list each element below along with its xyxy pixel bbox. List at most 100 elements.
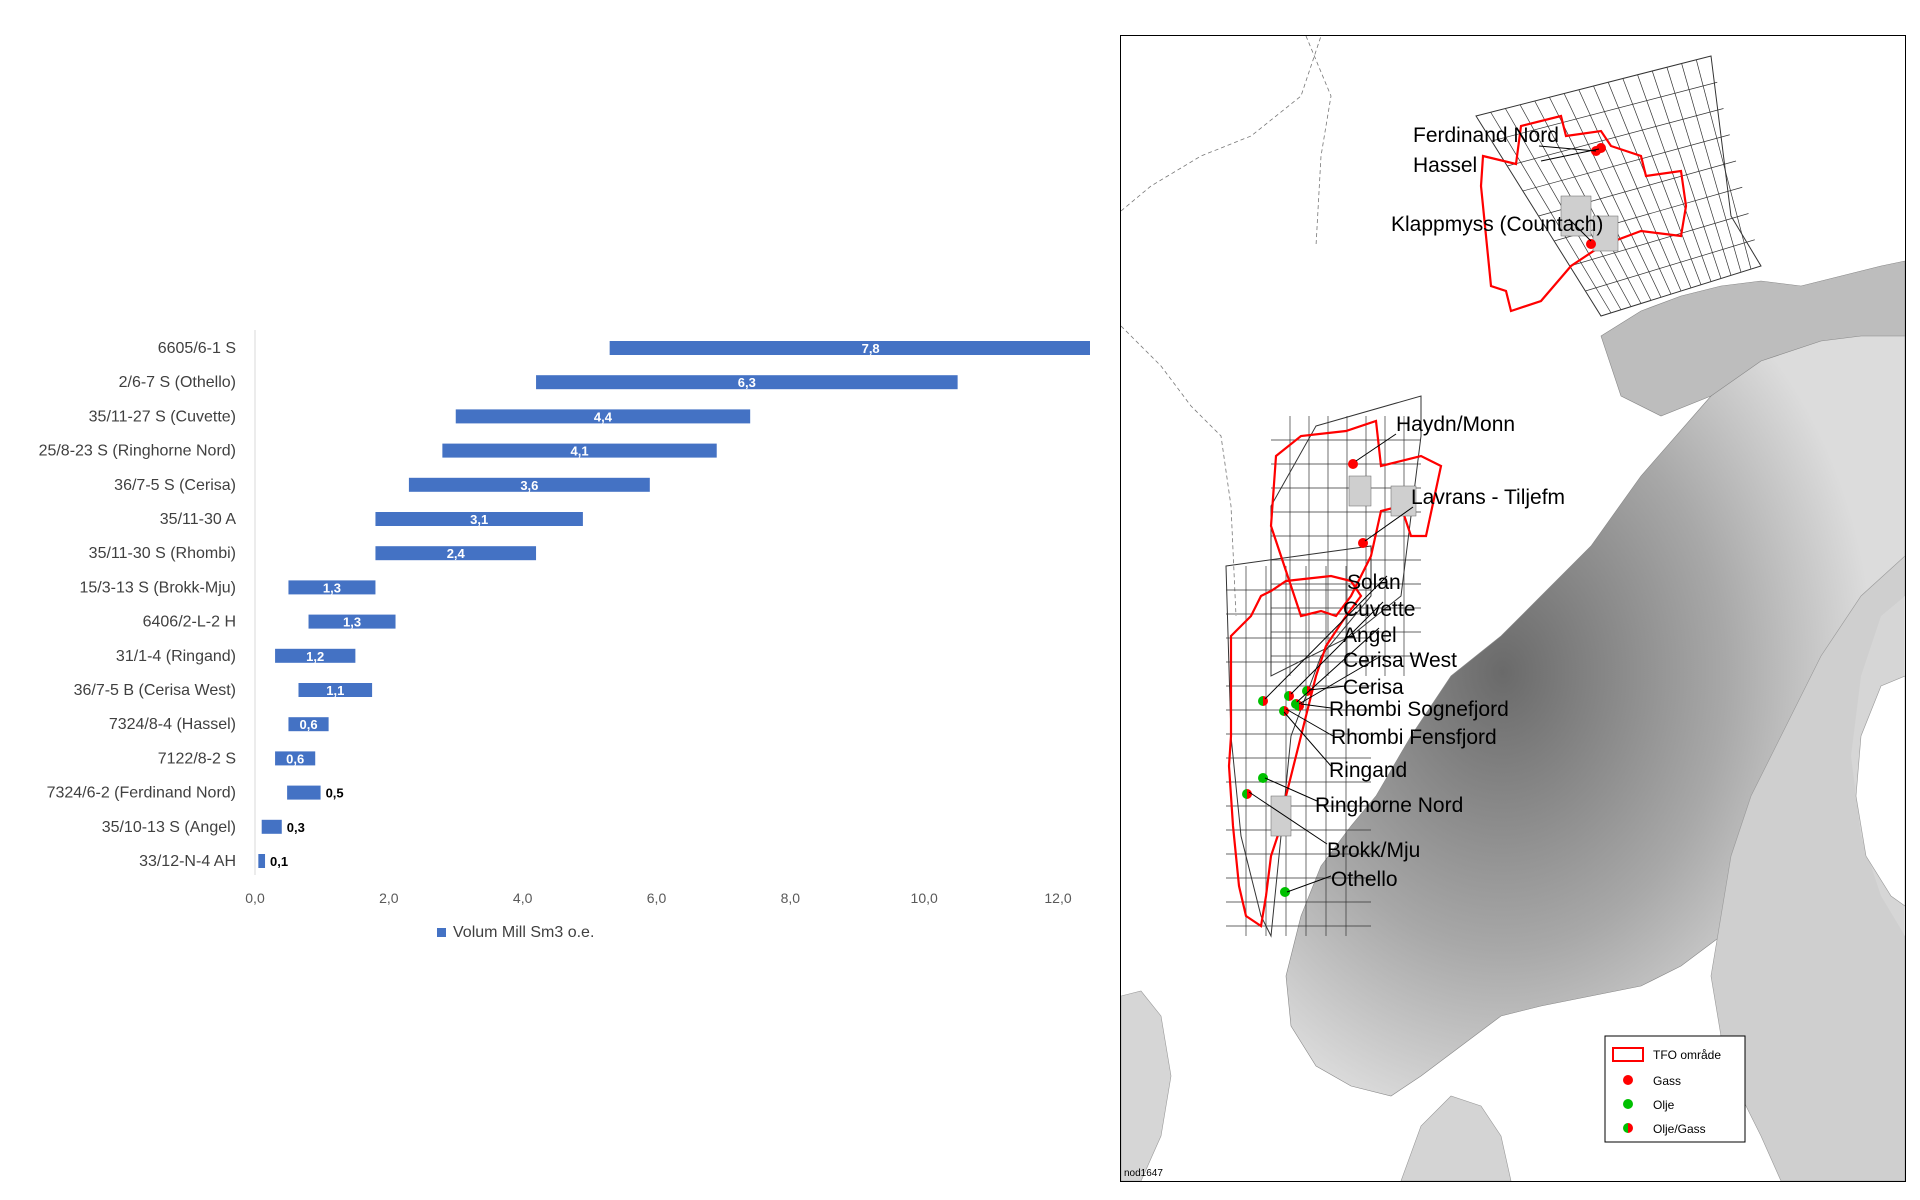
grid-line [1507, 108, 1724, 167]
data-label: 1,3 [323, 580, 341, 595]
data-label: 0,6 [299, 717, 317, 732]
label-ringand: Ringand [1329, 759, 1407, 782]
label-rhombi-fensfjord: Rhombi Fensfjord [1331, 726, 1497, 749]
category-label: 7122/8-2 S [158, 750, 236, 767]
leader-arrow [1264, 575, 1388, 700]
barents-grid-lines [1490, 59, 1755, 314]
data-label: 7,8 [862, 341, 880, 356]
well-marker-oil-half [1294, 701, 1299, 711]
label-lavrans: Lavrans - Tiljefm [1411, 486, 1565, 509]
well-marker-gas-half [1263, 696, 1268, 706]
label-arrows [1248, 145, 1600, 893]
bar [375, 512, 583, 526]
x-axis-ticks: 0,0 2,0 4,0 6,0 8,0 10,0 12,0 [245, 890, 1072, 906]
baltic-sea [1855, 675, 1905, 907]
bar [442, 443, 717, 458]
category-label: 15/3-13 S (Brokk-Mju) [80, 579, 237, 596]
bar [609, 341, 1090, 355]
label-cuvette: Cuvette [1343, 598, 1415, 621]
well-marker-gas-half [1289, 691, 1294, 701]
category-label: 25/8-23 S (Ringhorne Nord) [39, 443, 236, 460]
leader-arrow [1283, 711, 1332, 767]
tfo-barents [1479, 114, 1688, 313]
category-label: 36/7-5 B (Cerisa West) [74, 682, 236, 699]
volume-chart: 7,8 6,3 4,4 4,1 3,6 3,1 2,4 1,3 1,3 1,2 1,1 0,6 0,6 0… [39, 330, 1090, 941]
leader-arrow [1300, 703, 1332, 709]
label-angel: Angel [1343, 624, 1397, 647]
x-tick-label: 0,0 [245, 890, 265, 906]
category-labels: 6605/6-1 S 2/6-7 S (Othello) 35/11-27 S (C… [39, 340, 237, 870]
well-marker-oil-half [1284, 691, 1289, 701]
x-tick-label: 2,0 [379, 890, 399, 906]
x-tick-label: 8,0 [781, 890, 801, 906]
x-tick-label: 12,0 [1044, 890, 1071, 906]
well-marker [1258, 773, 1268, 783]
legend-gass-dot [1623, 1075, 1633, 1085]
grid-line [1585, 239, 1755, 292]
bar [261, 819, 282, 834]
category-label: 7324/8-4 (Hassel) [109, 716, 236, 733]
bar [258, 854, 266, 868]
grid-line [1491, 81, 1718, 142]
bar [287, 785, 321, 800]
data-label: 3,6 [520, 478, 538, 493]
label-cerisa: Cerisa [1343, 676, 1404, 699]
barents-grid [1475, 55, 1762, 317]
label-haydn-monn: Haydn/Monn [1396, 413, 1515, 436]
category-label: 6406/2-L-2 H [143, 614, 236, 631]
data-label: 4,4 [594, 409, 613, 424]
grid-line [1569, 213, 1749, 267]
leader-arrow [1538, 145, 1597, 152]
category-label: 35/11-30 A [160, 511, 237, 528]
x-tick-label: 6,0 [647, 890, 667, 906]
data-label: 0,3 [287, 820, 305, 835]
well-marker-oil-half [1242, 789, 1247, 799]
legend-swatch [437, 928, 446, 937]
data-label: 1,3 [343, 615, 361, 630]
tfo-north-sea [1227, 574, 1363, 928]
leader-arrow [1355, 433, 1397, 462]
bar [288, 717, 329, 732]
tfo-map: Ferdinand Nord Hassel Klappmyss (Countac… [1120, 35, 1906, 1182]
label-klappmyss: Klappmyss (Countach) [1391, 213, 1603, 236]
category-label: 31/1-4 (Ringand) [116, 648, 236, 665]
well-marker-oil-half [1258, 696, 1263, 706]
x-tick-label: 10,0 [911, 890, 938, 906]
uk-land [1121, 990, 1172, 1181]
category-label: 35/11-30 S (Rhombi) [89, 545, 236, 562]
category-label: 36/7-5 S (Cerisa) [114, 477, 236, 494]
bar [536, 375, 958, 390]
leader-arrow [1540, 148, 1600, 162]
bars-layer: 7,8 6,3 4,4 4,1 3,6 3,1 2,4 1,3 1,3 1,2 1,1 0,6 0,6 0… [254, 330, 1090, 875]
bar-chart-svg: 7,8 6,3 4,4 4,1 3,6 3,1 2,4 1,3 1,3 1,2 1,1 0,6 0,6 0… [39, 330, 1090, 941]
legend-oljegass-label: Olje/Gass [1653, 1122, 1706, 1136]
bar [275, 751, 316, 766]
x-tick-label: 4,0 [513, 890, 533, 906]
legend-gass-label: Gass [1653, 1074, 1681, 1088]
category-label: 6605/6-1 S [158, 340, 236, 357]
bar [455, 409, 751, 424]
label-hassel: Hassel [1413, 154, 1477, 177]
denmark-land [1400, 1095, 1512, 1181]
data-label: 1,1 [326, 683, 344, 698]
leader-arrow [1264, 777, 1318, 802]
data-label: 3,1 [470, 512, 488, 527]
well-marker-gas-half [1247, 789, 1252, 799]
label-cerisa-west: Cerisa West [1343, 649, 1457, 672]
leader-arrow [1248, 791, 1328, 845]
data-label: 6,3 [738, 375, 756, 390]
leader-arrow [1285, 708, 1334, 737]
category-label: 7324/6-2 (Ferdinand Nord) [47, 785, 236, 802]
leader-arrow [1364, 506, 1414, 542]
legend-olje-dot [1623, 1099, 1633, 1109]
well-marker [1586, 239, 1596, 249]
boundary-lines [1121, 36, 1332, 617]
data-label: 0,1 [270, 854, 288, 869]
well-marker [1280, 887, 1290, 897]
well-marker-oil-half [1302, 686, 1307, 696]
bar [408, 477, 650, 492]
legend-oljegass-left [1623, 1123, 1628, 1133]
northern-coast [1600, 260, 1905, 417]
legend-label: Volum Mill Sm3 o.e. [453, 924, 594, 941]
well-marker [1348, 459, 1358, 469]
